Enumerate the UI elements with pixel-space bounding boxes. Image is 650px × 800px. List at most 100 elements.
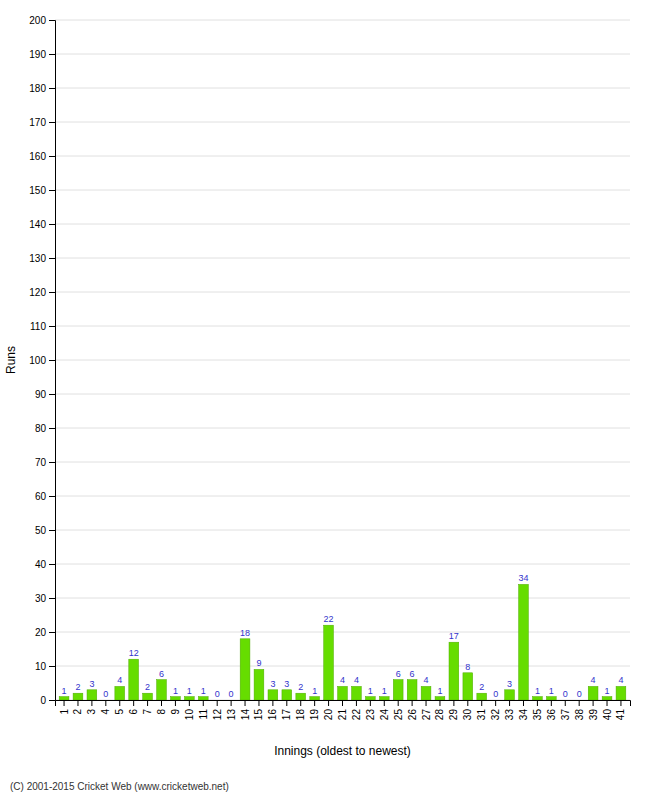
x-tick-label: 33 (504, 709, 515, 721)
x-tick: 39 (588, 700, 599, 720)
data-label: 4 (618, 675, 623, 685)
x-tick-mark (231, 700, 232, 706)
x-tick-mark (91, 700, 92, 706)
bar (198, 697, 208, 700)
y-tick-label: 70 (35, 457, 47, 468)
x-tick-mark (119, 700, 120, 706)
grid-line (55, 20, 630, 21)
x-tick: 22 (351, 700, 362, 720)
y-tick-label: 40 (35, 559, 47, 570)
grid-line (55, 360, 630, 361)
bar (477, 693, 487, 700)
x-tick-mark (133, 700, 134, 706)
data-label: 22 (324, 614, 334, 624)
bar (533, 697, 543, 700)
data-label: 4 (340, 675, 345, 685)
bar (421, 686, 431, 700)
bar (574, 700, 584, 701)
grid-line (55, 156, 630, 157)
x-tick-label: 17 (281, 709, 292, 721)
x-tick: 9 (170, 700, 181, 715)
bar (143, 693, 153, 700)
x-tick: 20 (323, 700, 334, 720)
bar (407, 680, 417, 700)
x-tick-label: 38 (574, 709, 585, 721)
x-tick-mark (245, 700, 246, 706)
x-tick-label: 12 (212, 709, 223, 721)
x-tick-mark (161, 700, 162, 706)
y-tick: 160 (29, 151, 55, 162)
y-tick: 90 (35, 389, 55, 400)
x-tick: 8 (156, 700, 167, 715)
grid-line (55, 88, 630, 89)
bar (310, 697, 320, 700)
y-tick: 190 (29, 49, 55, 60)
grid-line (55, 190, 630, 191)
data-label: 0 (577, 689, 582, 699)
x-tick: 17 (281, 700, 292, 720)
grid-line (55, 258, 630, 259)
data-labels: 1230412261110018933212244116641178203341… (62, 573, 624, 699)
x-tick-mark (412, 700, 413, 706)
x-tick-label: 11 (198, 709, 209, 720)
y-tick-label: 150 (29, 185, 46, 196)
bar (602, 697, 612, 700)
bar (171, 697, 181, 700)
x-tick-label: 19 (309, 709, 320, 721)
x-tick-mark (328, 700, 329, 706)
data-label: 2 (145, 682, 150, 692)
y-tick-label: 80 (35, 423, 47, 434)
bars (59, 584, 626, 700)
bar (268, 690, 278, 700)
bar (491, 700, 501, 701)
y-tick: 20 (35, 627, 55, 638)
x-tick-mark (370, 700, 371, 706)
bar (393, 680, 403, 700)
y-tick-mark (49, 88, 55, 89)
x-tick: 4 (100, 700, 111, 715)
bar (254, 669, 264, 700)
y-axis-line (49, 21, 56, 701)
x-tick-label: 34 (518, 709, 529, 721)
y-tick-label: 180 (29, 83, 46, 94)
bar (519, 584, 529, 700)
grid-line (55, 462, 630, 463)
y-tick-label: 60 (35, 491, 47, 502)
data-label: 4 (424, 675, 429, 685)
data-label: 1 (187, 686, 192, 696)
x-tick-mark (203, 700, 204, 706)
footer: (C) 2001-2015 Cricket Web (www.cricketwe… (10, 781, 229, 792)
x-tick-mark (523, 700, 524, 706)
x-tick: 26 (407, 700, 418, 720)
data-label: 1 (437, 686, 442, 696)
bar (59, 697, 69, 700)
bar (226, 700, 236, 701)
x-tick-mark (175, 700, 176, 706)
y-tick-label: 160 (29, 151, 46, 162)
data-label: 2 (298, 682, 303, 692)
x-tick-mark (105, 700, 106, 706)
x-tick-label: 21 (337, 709, 348, 721)
x-tick-mark (537, 700, 538, 706)
grid-line (55, 428, 630, 429)
y-tick: 140 (29, 219, 55, 230)
x-tick: 13 (226, 700, 237, 720)
grid-line (55, 292, 630, 293)
y-tick-mark (49, 224, 55, 225)
bar (505, 690, 515, 700)
data-label: 0 (215, 689, 220, 699)
x-tick-mark (551, 700, 552, 706)
data-label: 1 (605, 686, 610, 696)
bar (212, 700, 222, 701)
y-tick: 70 (35, 457, 55, 468)
x-tick-mark (64, 700, 65, 706)
bar (296, 693, 306, 700)
x-tick: 30 (462, 700, 473, 720)
x-tick: 7 (142, 700, 153, 715)
x-tick-mark (453, 700, 454, 706)
x-tick-mark (620, 700, 621, 706)
x-tick-mark (147, 700, 148, 706)
x-tick-label: 41 (615, 709, 626, 721)
data-label: 12 (129, 648, 139, 658)
x-tick-label: 8 (156, 709, 167, 715)
